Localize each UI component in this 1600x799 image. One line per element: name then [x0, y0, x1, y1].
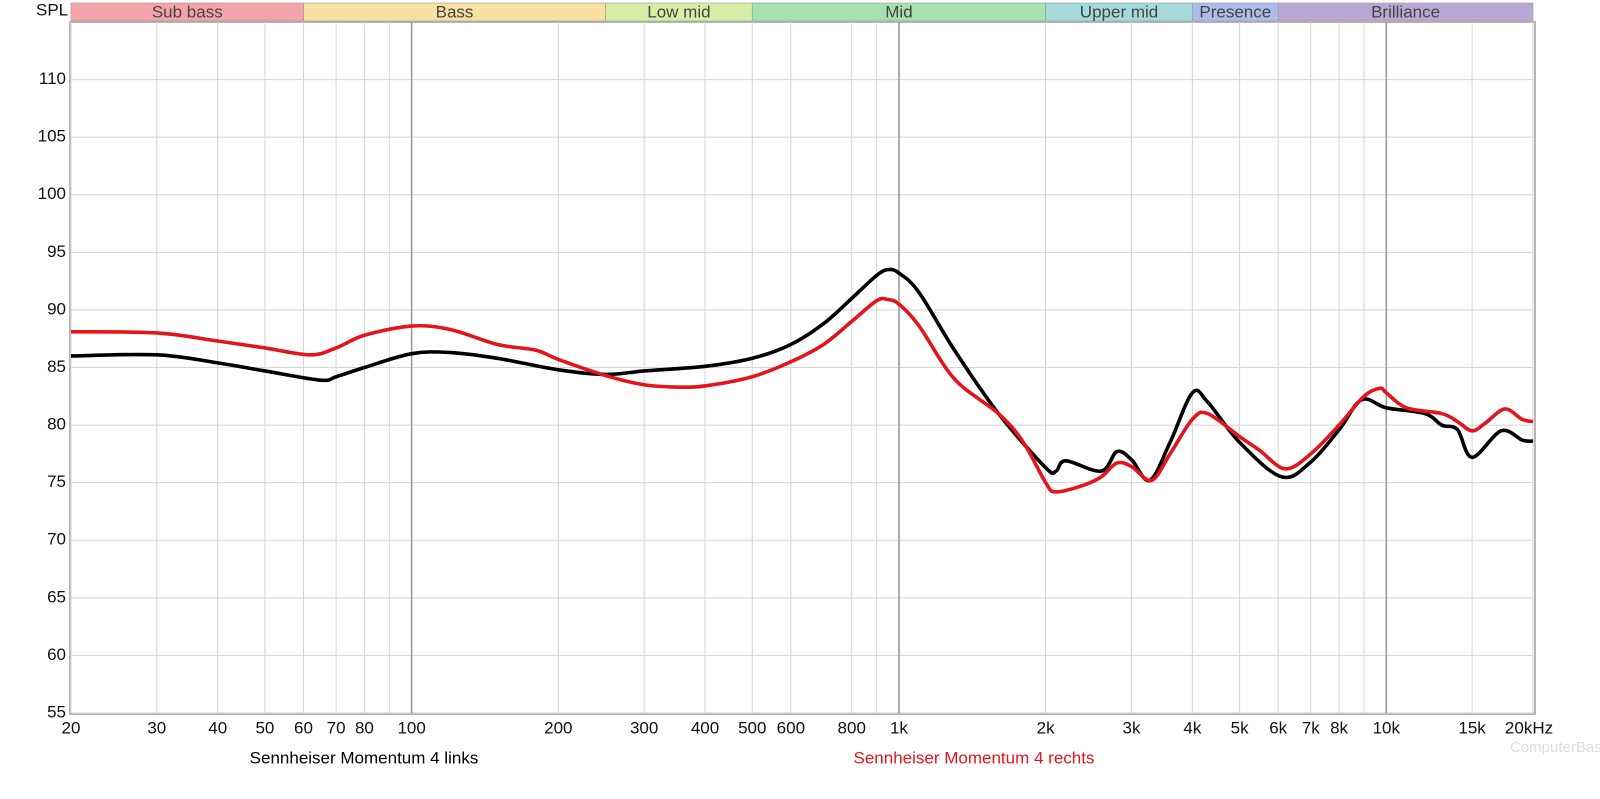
- x-tick-label: 40: [208, 718, 227, 737]
- band-label: Upper mid: [1080, 2, 1158, 21]
- x-tick-label: 300: [630, 718, 658, 737]
- x-tick-label: 6k: [1269, 718, 1287, 737]
- y-tick-label: 90: [47, 299, 66, 318]
- band-label: Brilliance: [1371, 2, 1440, 21]
- y-tick-label: 110: [39, 69, 66, 88]
- x-tick-label: 500: [738, 718, 766, 737]
- x-tick-label: 2k: [1037, 718, 1055, 737]
- y-tick-label: 75: [47, 472, 66, 491]
- x-tick-label: 400: [691, 718, 719, 737]
- y-tick-label: 80: [47, 415, 66, 434]
- x-tick-label: 7k: [1302, 718, 1320, 737]
- x-tick-label: 5k: [1231, 718, 1249, 737]
- y-tick-label: 70: [47, 530, 66, 549]
- y-tick-label: 100: [38, 184, 66, 203]
- y-axis-label: SPL: [36, 0, 68, 19]
- y-tick-label: 95: [47, 242, 66, 261]
- x-tick-label: 30: [147, 718, 166, 737]
- x-tick-label: 1k: [890, 718, 908, 737]
- y-tick-label: 55: [47, 702, 66, 721]
- x-tick-label: 10k: [1373, 718, 1401, 737]
- band-label: Sub bass: [152, 2, 223, 21]
- band-label: Mid: [885, 2, 912, 21]
- watermark: ComputerBase: [1510, 739, 1600, 756]
- x-tick-label: 200: [544, 718, 572, 737]
- x-tick-label: 60: [294, 718, 313, 737]
- x-tick-label: 50: [255, 718, 274, 737]
- x-tick-label: 600: [777, 718, 805, 737]
- band-label: Low mid: [647, 2, 710, 21]
- x-tick-label: 8k: [1330, 718, 1348, 737]
- x-tick-label: 80: [355, 718, 374, 737]
- y-tick-label: 85: [47, 357, 66, 376]
- band: [1277, 2, 1534, 22]
- x-tick-label: 3k: [1122, 718, 1140, 737]
- x-tick-label: 70: [327, 718, 346, 737]
- x-tick-label: 800: [838, 718, 866, 737]
- legend-label: Sennheiser Momentum 4 rechts: [854, 748, 1095, 767]
- band-label: Bass: [436, 2, 474, 21]
- y-tick-label: 65: [47, 587, 66, 606]
- legend-label: Sennheiser Momentum 4 links: [250, 748, 479, 767]
- band-label: Presence: [1199, 2, 1271, 21]
- x-tick-label: 20: [62, 718, 81, 737]
- x-tick-label: 20kHz: [1505, 718, 1553, 737]
- y-tick-label: 60: [47, 645, 66, 664]
- x-tick-label: 100: [397, 718, 425, 737]
- x-tick-label: 4k: [1183, 718, 1201, 737]
- x-tick-label: 15k: [1458, 718, 1486, 737]
- series-line: [70, 296, 1534, 494]
- y-tick-label: 105: [38, 127, 66, 146]
